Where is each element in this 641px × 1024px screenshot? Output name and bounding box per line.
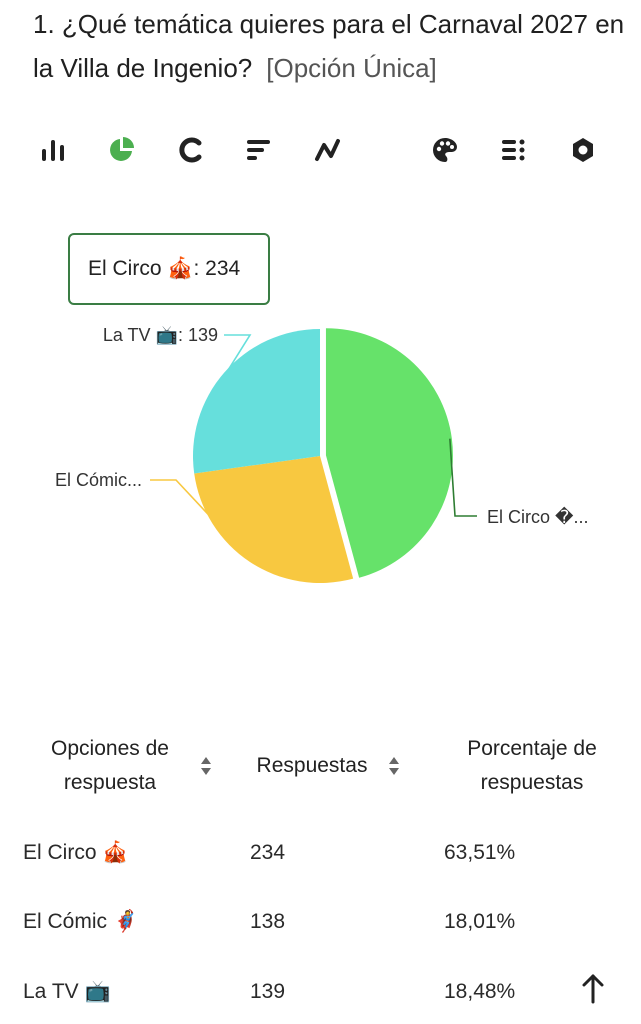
row-percent: 63,51% (444, 841, 516, 864)
pie-slice[interactable] (193, 329, 320, 474)
donut-chart-icon[interactable] (174, 130, 208, 170)
row-percent: 18,01% (444, 910, 516, 933)
list-options-icon[interactable] (496, 130, 530, 170)
row-option: La TV 📺 (23, 980, 111, 1003)
row-responses: 138 (250, 910, 286, 933)
pie-slice[interactable] (194, 456, 354, 583)
sort-responses-icon[interactable] (387, 754, 401, 778)
sorted-bars-icon[interactable] (242, 130, 276, 170)
row-percent: 18,48% (444, 980, 516, 1003)
question-type: [Opción Única] (266, 53, 437, 83)
settings-icon[interactable] (566, 130, 600, 170)
chart-toolbar (0, 130, 641, 170)
line-chart-icon[interactable] (310, 130, 344, 170)
header-percent-line2: respuestas (480, 771, 584, 794)
header-percent-line1: Porcentaje de (467, 737, 597, 760)
pie-slice[interactable] (325, 328, 453, 578)
scroll-to-top-button[interactable] (572, 966, 614, 1012)
palette-icon[interactable] (428, 130, 462, 170)
arrow-up-icon (582, 974, 604, 1004)
chart-tooltip: El Circo 🎪: 234 (68, 233, 270, 305)
sort-options-icon[interactable] (199, 754, 213, 778)
question-text: 1. ¿Qué temática quieres para el Carnava… (33, 9, 625, 83)
callout-line (449, 438, 477, 517)
column-header-responses[interactable]: Respuestas (244, 749, 380, 783)
slice-label: El Cómic... (55, 470, 142, 490)
column-header-percent: Porcentaje de respuestas (440, 732, 624, 800)
header-responses: Respuestas (256, 754, 368, 777)
pie-chart: El Circo �... El Cómic... La TV 📺: 139 (0, 210, 641, 630)
bar-chart-icon[interactable] (36, 130, 70, 170)
slice-label: El Circo �... (487, 506, 588, 527)
tooltip-text: El Circo 🎪: 234 (88, 257, 241, 280)
row-option: El Circo 🎪 (23, 841, 129, 864)
callout-line (224, 334, 252, 375)
slice-label: La TV 📺: 139 (103, 325, 218, 345)
row-responses: 139 (250, 980, 286, 1003)
header-options-line1: Opciones de (51, 737, 169, 760)
row-option: El Cómic 🦸 (23, 910, 139, 933)
column-header-options[interactable]: Opciones de respuesta (20, 732, 200, 800)
callout-line (150, 479, 252, 561)
header-options-line2: respuesta (63, 771, 157, 794)
question-title: 1. ¿Qué temática quieres para el Carnava… (33, 2, 633, 90)
row-responses: 234 (250, 841, 286, 864)
pie-chart-icon[interactable] (104, 130, 138, 170)
